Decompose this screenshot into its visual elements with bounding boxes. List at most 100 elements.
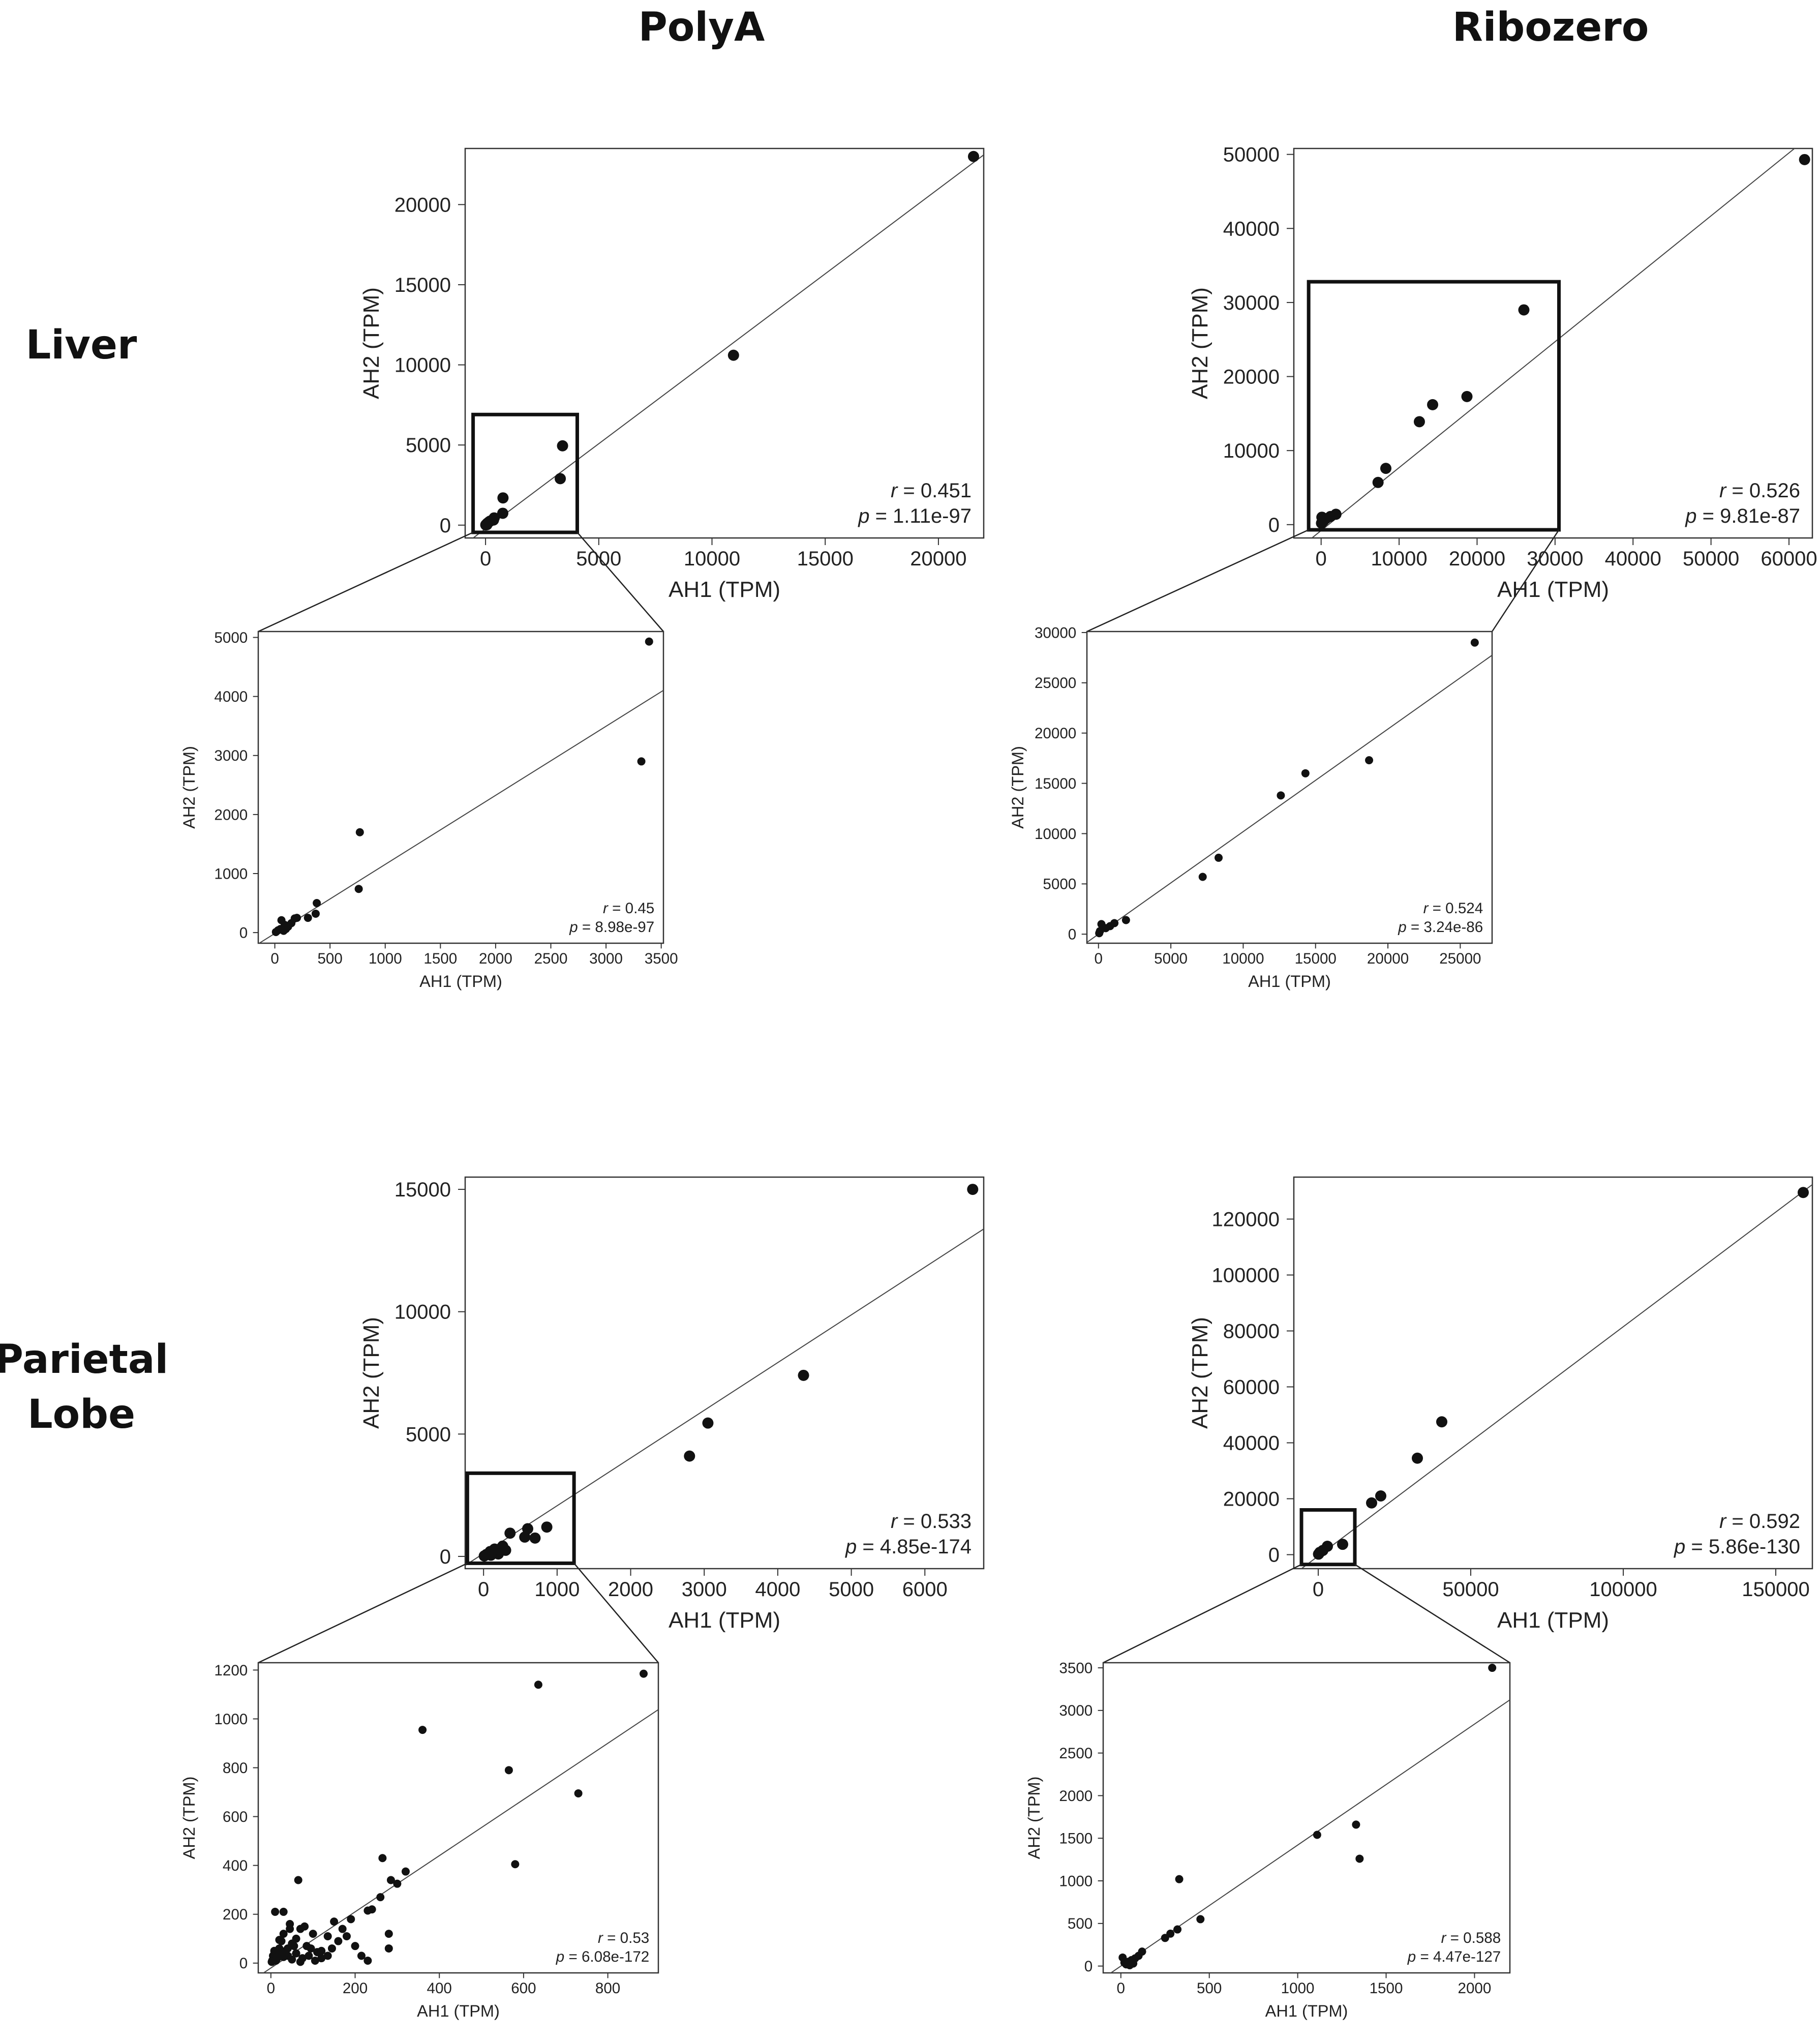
data-point xyxy=(529,1532,541,1544)
x-tick-label: 10000 xyxy=(1222,950,1264,967)
x-tick-label: 2000 xyxy=(608,1578,653,1601)
data-point xyxy=(1461,391,1473,402)
data-point xyxy=(1175,1875,1184,1883)
y-tick-label: 50000 xyxy=(1223,144,1280,166)
y-tick-label: 10000 xyxy=(395,354,451,377)
x-tick-label: 800 xyxy=(595,1980,620,1997)
stat-p: p = 5.86e-130 xyxy=(1674,1536,1800,1558)
x-tick-label: 25000 xyxy=(1439,950,1481,967)
data-point xyxy=(323,1932,332,1940)
data-point xyxy=(275,1936,284,1944)
y-tick-label: 0 xyxy=(1268,514,1280,536)
data-point xyxy=(1380,463,1391,474)
data-point xyxy=(684,1450,695,1462)
data-point xyxy=(363,1906,372,1915)
y-axis-label: AH2 (TPM) xyxy=(1025,1777,1043,1859)
y-tick-label: 0 xyxy=(239,924,248,941)
y-tick-label: 5000 xyxy=(1043,876,1076,893)
data-point xyxy=(1097,920,1106,928)
x-axis-label: AH1 (TPM) xyxy=(669,1608,780,1633)
data-point xyxy=(384,1930,393,1938)
y-tick-label: 1000 xyxy=(214,865,248,882)
y-tick-label: 0 xyxy=(239,1955,248,1972)
y-tick-label: 80000 xyxy=(1223,1321,1280,1343)
plot-area xyxy=(1300,1184,1812,1569)
data-point xyxy=(1215,853,1223,862)
stat-r: r = 0.588 xyxy=(1441,1930,1501,1946)
data-point xyxy=(317,1946,326,1955)
stat-p: p = 9.81e-87 xyxy=(1685,505,1800,527)
y-tick-label: 20000 xyxy=(1223,1488,1280,1511)
data-point xyxy=(378,1854,387,1863)
plot-frame xyxy=(464,1176,985,1570)
x-axis-label: AH1 (TPM) xyxy=(669,577,780,602)
x-tick-label: 200 xyxy=(343,1980,368,1997)
y-axis-label: AH2 (TPM) xyxy=(1188,287,1212,399)
chart-parietal-ribozero-zoom: 0 500 1000 1500 2000 0 500 1000 1500 2000 2500 3000… xyxy=(1025,1660,1511,2020)
y-tick-label: 120000 xyxy=(1212,1209,1280,1231)
data-point xyxy=(1470,638,1479,647)
y-tick-label: 15000 xyxy=(1035,775,1076,792)
y-tick-label: 3500 xyxy=(1059,1660,1093,1676)
data-point xyxy=(1313,1831,1321,1839)
data-point xyxy=(727,349,739,361)
y-tick-label: 200 xyxy=(223,1906,248,1923)
zoom-connector-left xyxy=(258,1563,468,1664)
x-tick-label: 50000 xyxy=(1683,548,1739,570)
x-tick-label: 0 xyxy=(1095,950,1103,967)
x-tick-label: 20000 xyxy=(910,548,966,570)
zoom-connector-right xyxy=(1491,529,1560,632)
data-point xyxy=(504,1527,516,1539)
data-point xyxy=(277,916,286,924)
data-point xyxy=(637,757,646,766)
data-point xyxy=(313,899,321,908)
data-point xyxy=(302,1942,311,1951)
data-point xyxy=(504,1766,513,1775)
y-tick-label: 1200 xyxy=(214,1662,248,1679)
data-point xyxy=(363,1956,372,1965)
plot-frame xyxy=(257,631,664,944)
chart-liver-polya-zoom: 0 500 1000 1500 2000 2500 3000 3500 0 1000 2000 300… xyxy=(180,629,678,991)
x-tick-label: 20000 xyxy=(1449,548,1505,570)
stat-r: r = 0.45 xyxy=(603,900,654,917)
x-axis-label: AH1 (TPM) xyxy=(417,2002,500,2020)
fit-line xyxy=(472,154,984,538)
data-point xyxy=(323,1952,332,1960)
column-headers: PolyA Ribozero xyxy=(639,5,1649,50)
y-tick-label: 10000 xyxy=(395,1301,451,1324)
data-point xyxy=(393,1879,402,1888)
x-axis-label: AH1 (TPM) xyxy=(1497,577,1609,602)
data-point xyxy=(500,1544,511,1556)
data-point xyxy=(279,1953,288,1961)
data-point xyxy=(645,637,653,646)
data-point xyxy=(1173,1925,1182,1934)
x-tick-label: 5000 xyxy=(829,1578,874,1601)
data-point xyxy=(497,507,508,519)
data-point xyxy=(1355,1854,1364,1863)
data-point xyxy=(271,1907,280,1916)
y-tick-label: 0 xyxy=(1068,926,1076,943)
data-point xyxy=(1277,791,1285,800)
y-tick-label: 5000 xyxy=(406,434,451,457)
data-point xyxy=(357,1952,366,1960)
x-tick-label: 6000 xyxy=(902,1578,948,1601)
stat-p: p = 6.08e-172 xyxy=(556,1948,649,1965)
x-tick-label: 150000 xyxy=(1742,1578,1809,1601)
x-tick-label: 3000 xyxy=(589,950,623,967)
chart-liver-polya-main: 0 5000 10000 15000 20000 0 5000 10000 15000 20000… xyxy=(258,147,985,633)
x-tick-label: 3500 xyxy=(645,950,678,967)
y-tick-label: 1000 xyxy=(214,1711,248,1728)
y-tick-label: 0 xyxy=(1268,1544,1280,1567)
plot-frame xyxy=(1293,1176,1813,1570)
x-tick-label: 1500 xyxy=(1370,1980,1403,1997)
chart-liver-ribozero-zoom: 0 5000 10000 15000 20000 25000 0 5000 10000 15000… xyxy=(1009,624,1493,991)
y-tick-label: 40000 xyxy=(1223,218,1280,240)
data-point xyxy=(304,914,312,922)
data-point xyxy=(798,1369,809,1381)
data-point xyxy=(330,1917,339,1926)
x-tick-label: 1000 xyxy=(1281,1980,1315,1997)
plot-area xyxy=(1110,1664,1510,1973)
y-tick-label: 5000 xyxy=(406,1423,451,1446)
x-axis-label: AH1 (TPM) xyxy=(1265,2002,1348,2020)
x-tick-label: 0 xyxy=(1316,548,1327,570)
